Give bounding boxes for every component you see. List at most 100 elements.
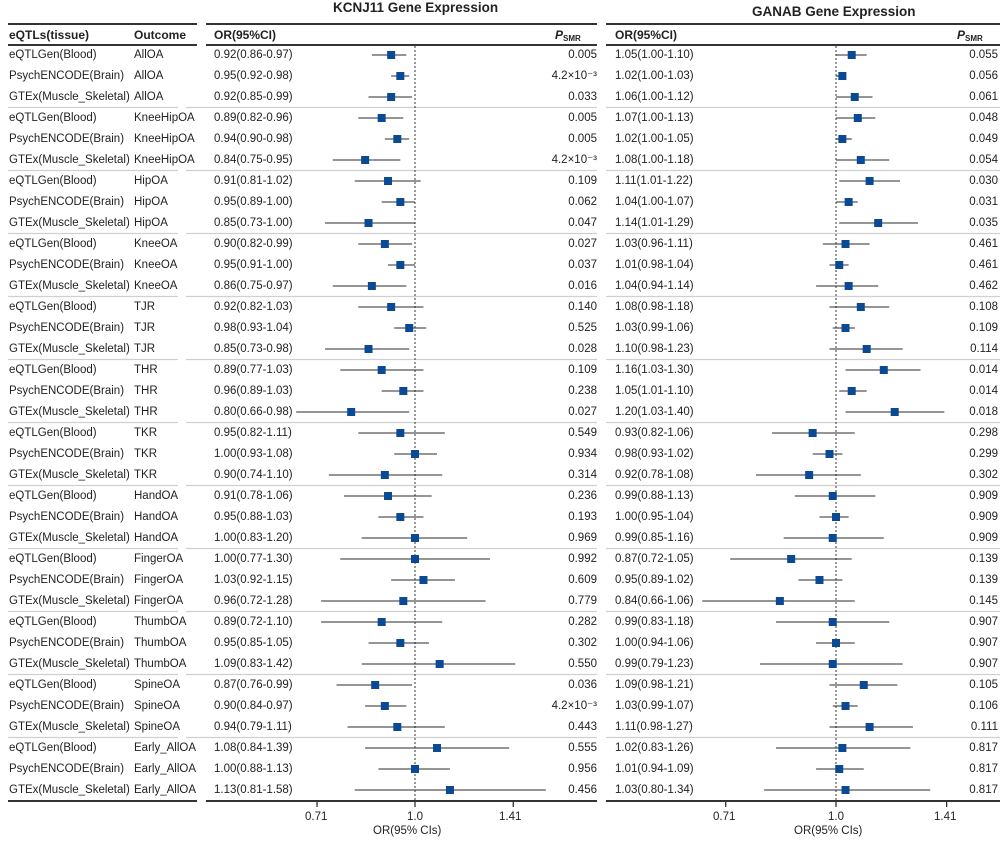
cell-outcome: HipOA <box>134 196 168 208</box>
cell-tissue: PsychENCODE(Brain) <box>9 322 125 334</box>
cell-tissue: eQTLGen(Blood) <box>9 427 97 439</box>
header-p-kcnj11: PSMR <box>555 28 581 46</box>
cell-outcome: TKR <box>134 427 157 439</box>
cell-outcome: TJR <box>134 301 156 313</box>
cell-or-ci: 0.92(0.82-1.03) <box>214 301 293 313</box>
or-marker <box>847 51 856 59</box>
cell-or-ci: 1.11(0.98-1.27) <box>615 721 693 733</box>
or-marker <box>850 93 859 101</box>
cell-tissue: eQTLGen(Blood) <box>9 742 97 754</box>
or-marker <box>433 744 442 752</box>
or-marker <box>844 198 853 206</box>
cell-outcome: ThumbOA <box>134 616 187 628</box>
cell-or-ci: 0.93(0.82-1.06) <box>615 427 694 439</box>
header-outcome: Outcome <box>134 28 187 42</box>
or-marker <box>396 429 405 437</box>
or-marker <box>828 534 837 542</box>
cell-or-ci: 0.80(0.66-0.98) <box>214 406 293 418</box>
cell-outcome: HandOA <box>134 532 179 544</box>
cell-tissue: PsychENCODE(Brain) <box>9 700 125 712</box>
cell-p-smr: 0.106 <box>969 700 998 712</box>
or-marker <box>384 177 393 185</box>
cell-outcome: SpineOA <box>134 679 181 691</box>
or-marker <box>399 387 408 395</box>
cell-p-smr: 0.027 <box>568 238 597 250</box>
cell-outcome: HandOA <box>134 490 179 502</box>
cell-outcome: Early_AllOA <box>134 763 196 775</box>
cell-or-ci: 1.16(1.03-1.30) <box>615 364 694 376</box>
or-marker <box>856 156 865 164</box>
or-marker <box>865 723 874 731</box>
cell-tissue: eQTLGen(Blood) <box>9 238 97 250</box>
cell-p-smr: 0.016 <box>568 280 597 292</box>
or-marker <box>828 492 837 500</box>
cell-tissue: PsychENCODE(Brain) <box>9 637 125 649</box>
cell-or-ci: 0.99(0.88-1.13) <box>615 490 694 502</box>
or-marker <box>865 177 874 185</box>
cell-tissue: PsychENCODE(Brain) <box>9 259 125 271</box>
cell-outcome: ThumbOA <box>134 637 187 649</box>
cell-p-smr: 0.109 <box>568 175 597 187</box>
cell-p-smr: 4.2×10⁻³ <box>551 70 597 82</box>
cell-outcome: KneeHipOA <box>134 154 195 166</box>
cell-p-smr: 0.145 <box>969 595 998 607</box>
cell-p-smr: 0.108 <box>969 301 998 313</box>
cell-or-ci: 0.96(0.72-1.28) <box>214 595 293 607</box>
or-marker <box>347 408 356 416</box>
cell-outcome: AllOA <box>134 70 164 82</box>
cell-p-smr: 0.443 <box>568 721 597 733</box>
cell-or-ci: 0.84(0.66-1.06) <box>615 595 694 607</box>
cell-p-smr: 0.109 <box>568 364 597 376</box>
cell-or-ci: 0.94(0.79-1.11) <box>214 721 292 733</box>
cell-p-smr: 0.550 <box>568 658 597 670</box>
cell-tissue: GTEx(Muscle_Skeletal) <box>9 280 130 292</box>
cell-or-ci: 0.92(0.86-0.97) <box>214 49 293 61</box>
cell-p-smr: 0.028 <box>568 343 597 355</box>
cell-or-ci: 1.06(1.00-1.12) <box>615 91 694 103</box>
cell-or-ci: 0.85(0.73-1.00) <box>214 217 293 229</box>
cell-or-ci: 0.90(0.82-0.99) <box>214 238 293 250</box>
cell-or-ci: 0.90(0.84-0.97) <box>214 700 293 712</box>
x-tick-label: 0.71 <box>305 811 328 823</box>
cell-p-smr: 0.909 <box>969 490 998 502</box>
cell-p-smr: 0.462 <box>969 280 998 292</box>
cell-or-ci: 1.14(1.01-1.29) <box>615 217 694 229</box>
cell-outcome: KneeHipOA <box>134 133 195 145</box>
or-marker <box>396 198 405 206</box>
or-marker <box>841 240 850 248</box>
cell-or-ci: 0.99(0.83-1.18) <box>615 616 694 628</box>
cell-or-ci: 1.05(1.01-1.10) <box>615 385 694 397</box>
cell-or-ci: 0.99(0.85-1.16) <box>615 532 694 544</box>
or-marker <box>856 303 865 311</box>
x-tick-label: 0.71 <box>713 811 736 823</box>
x-tick-label: 1.41 <box>499 811 522 823</box>
or-marker <box>841 702 850 710</box>
cell-or-ci: 1.13(0.81-1.58) <box>214 784 293 796</box>
or-marker <box>396 72 405 80</box>
panel-title-kcnj11: KCNJ11 Gene Expression <box>333 0 499 15</box>
cell-p-smr: 0.062 <box>568 196 597 208</box>
cell-p-smr: 0.236 <box>568 490 597 502</box>
cell-or-ci: 1.00(0.93-1.08) <box>214 448 293 460</box>
cell-tissue: GTEx(Muscle_Skeletal) <box>9 469 130 481</box>
cell-p-smr: 4.2×10⁻³ <box>551 154 597 166</box>
or-marker <box>405 324 414 332</box>
or-marker <box>393 723 402 731</box>
or-marker <box>841 786 850 794</box>
or-marker <box>387 93 396 101</box>
or-marker <box>808 429 817 437</box>
cell-tissue: GTEx(Muscle_Skeletal) <box>9 217 130 229</box>
cell-p-smr: 0.907 <box>969 616 998 628</box>
cell-outcome: KneeOA <box>134 259 178 271</box>
cell-outcome: AllOA <box>134 91 164 103</box>
cell-p-smr: 0.298 <box>969 427 998 439</box>
cell-outcome: TJR <box>134 343 156 355</box>
cell-or-ci: 0.86(0.75-0.97) <box>214 280 293 292</box>
cell-or-ci: 0.92(0.85-0.99) <box>214 91 293 103</box>
cell-outcome: HipOA <box>134 175 168 187</box>
cell-or-ci: 1.08(0.84-1.39) <box>214 742 293 754</box>
header-or-ganab: OR(95%CI) <box>615 28 678 42</box>
cell-p-smr: 0.934 <box>568 448 597 460</box>
